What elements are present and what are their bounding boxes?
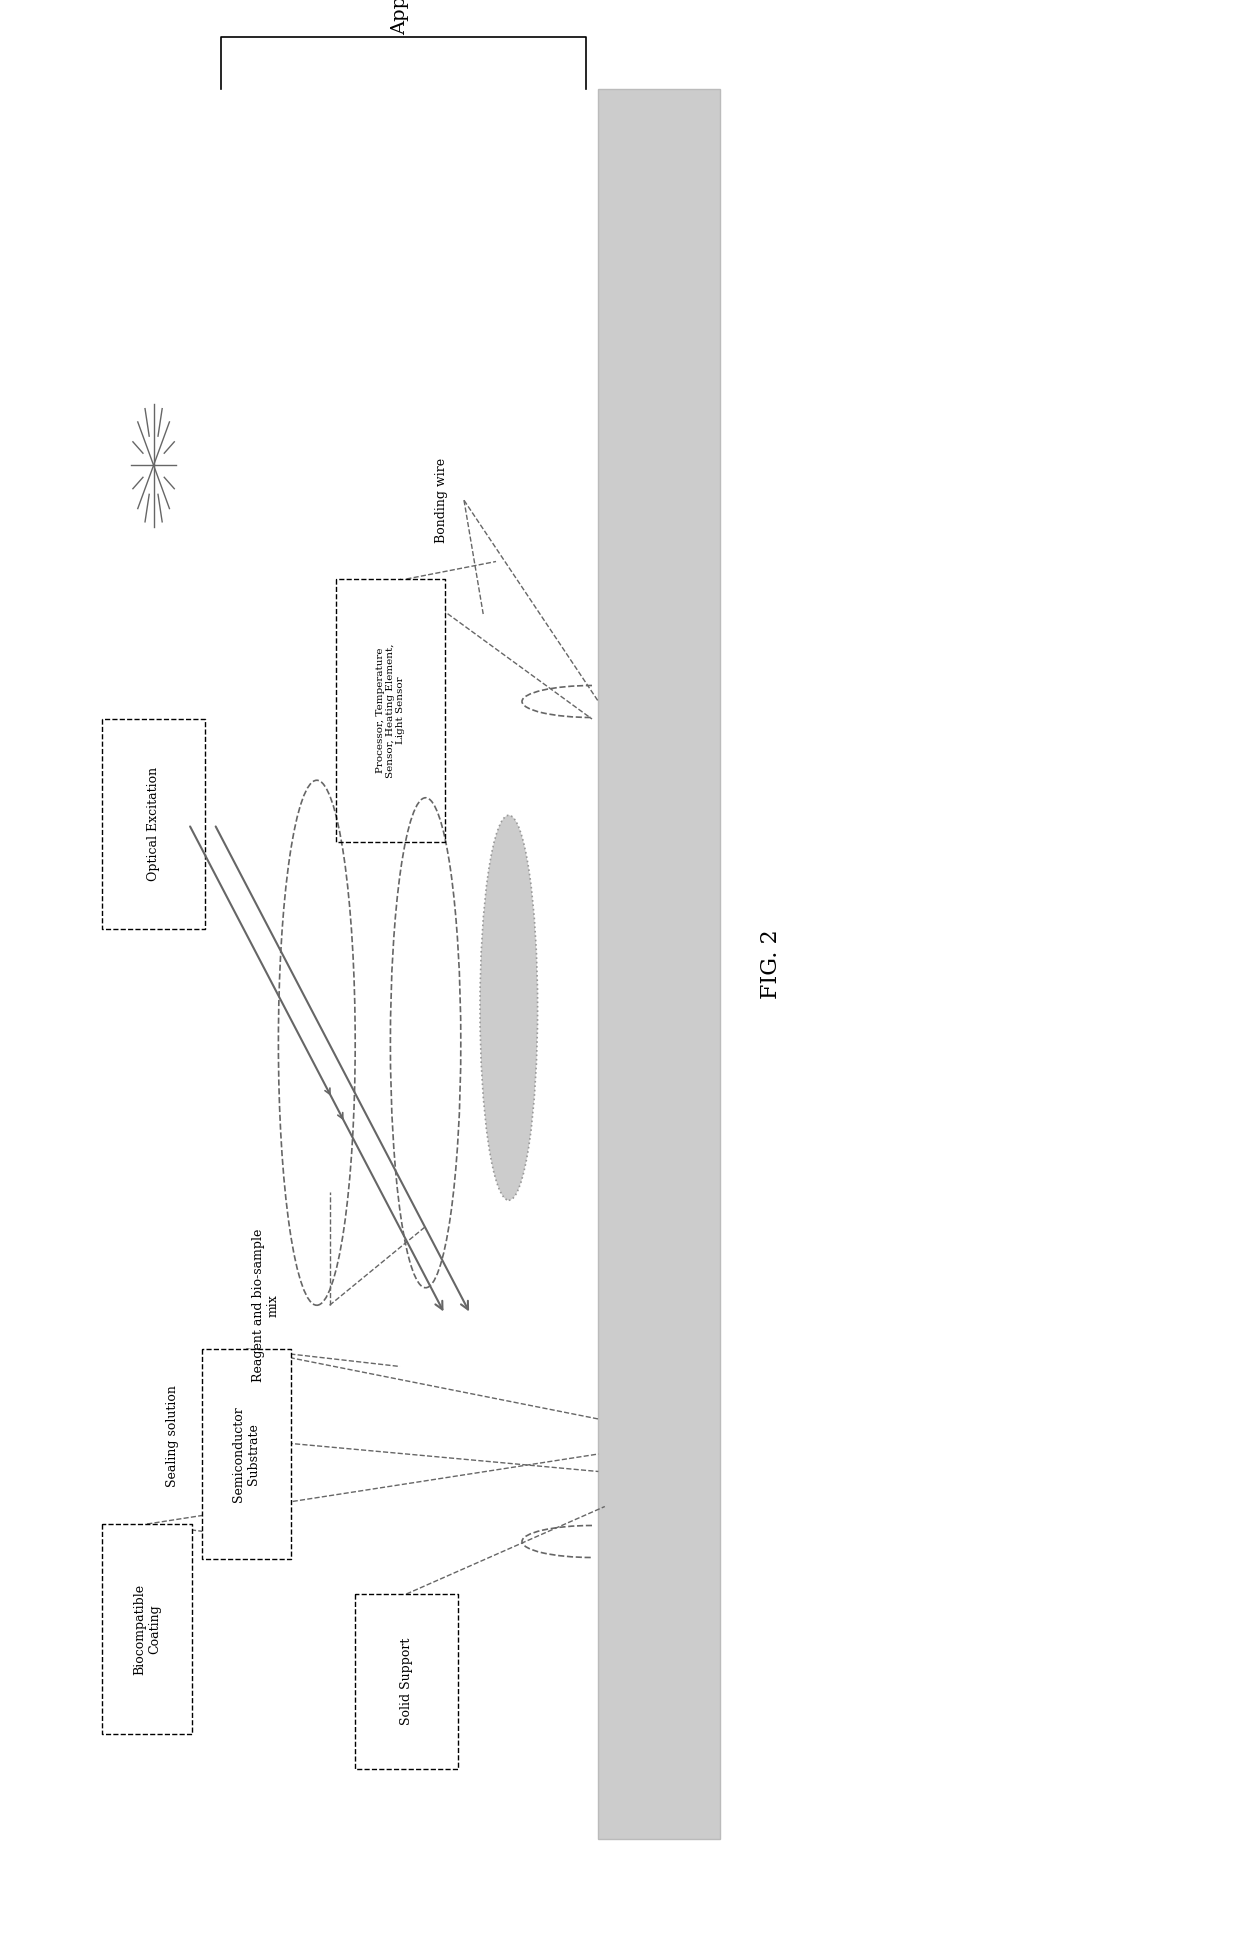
Polygon shape: [103, 719, 205, 929]
Polygon shape: [599, 88, 720, 1840]
Ellipse shape: [480, 815, 538, 1201]
Polygon shape: [336, 580, 445, 842]
Polygon shape: [355, 1595, 458, 1769]
Text: Processor, Temperature
Sensor, Heating Element,
Light Sensor: Processor, Temperature Sensor, Heating E…: [376, 643, 405, 778]
Text: Sealing solution: Sealing solution: [166, 1385, 180, 1487]
Text: Semiconductor
Substrate: Semiconductor Substrate: [232, 1407, 260, 1503]
Text: Apparatus: Apparatus: [391, 0, 409, 35]
Text: Bonding wire: Bonding wire: [435, 458, 448, 543]
Text: FIG. 2: FIG. 2: [760, 929, 782, 999]
Text: Reagent and bio-sample
mix: Reagent and bio-sample mix: [252, 1228, 279, 1381]
Text: Optical Excitation: Optical Excitation: [148, 766, 160, 882]
Text: Solid Support: Solid Support: [399, 1638, 413, 1726]
Polygon shape: [202, 1350, 291, 1559]
Polygon shape: [103, 1524, 192, 1734]
Text: Biocompatible
Coating: Biocompatible Coating: [133, 1583, 161, 1675]
